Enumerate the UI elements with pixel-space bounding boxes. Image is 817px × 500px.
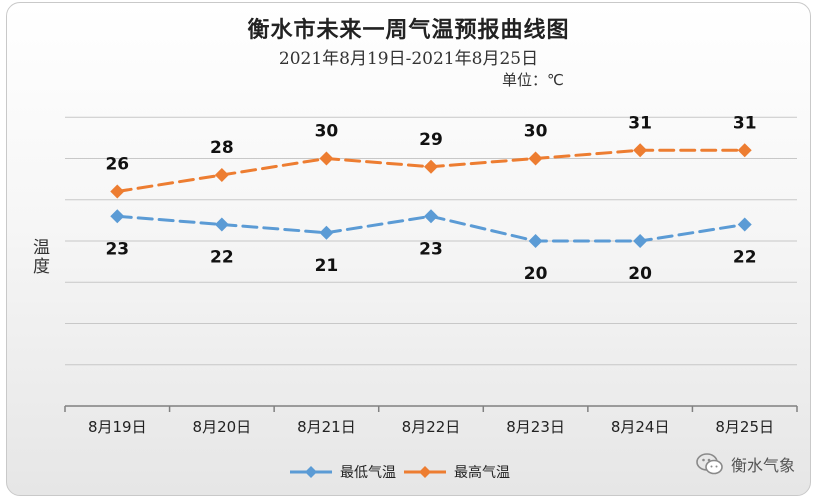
x-tick-label: 8月24日: [611, 418, 670, 436]
wechat-icon: [696, 453, 723, 475]
data-label-high: 28: [210, 138, 234, 158]
data-label-high: 29: [419, 130, 443, 150]
data-label-low: 22: [733, 248, 757, 268]
data-label-low: 21: [315, 256, 339, 276]
series-high-point: [214, 168, 229, 182]
data-label-high: 30: [315, 122, 339, 142]
legend-low-label: 最低气温: [340, 465, 396, 481]
series-low-point: [633, 234, 648, 248]
chart-frame: [6, 2, 811, 496]
series-high-point: [424, 159, 438, 174]
data-label-high: 31: [628, 113, 652, 133]
legend-low-swatch: [290, 466, 332, 478]
series-high-point: [633, 143, 648, 158]
unit-label: 单位：℃: [502, 71, 564, 89]
series-high-point: [110, 184, 125, 199]
chart-title: 衡水市未来一周气温预报曲线图: [247, 18, 570, 43]
data-label-low: 20: [524, 264, 548, 284]
x-axis: 8月19日 8月20日 8月21日 8月22日 8月23日 8月24日 8月25日: [64, 405, 798, 436]
x-tick-label: 8月22日: [402, 418, 461, 436]
brand-watermark: 衡水气象: [695, 451, 795, 477]
series-low-point: [737, 217, 752, 232]
legend-high-swatch: [404, 466, 446, 478]
x-tick-label: 8月20日: [193, 418, 252, 436]
legend-item-high[interactable]: 最高气温: [404, 462, 510, 482]
x-tick-label: 8月25日: [715, 418, 774, 436]
series-low-point: [528, 234, 543, 248]
legend-high-label: 最高气温: [454, 465, 510, 481]
series-low-point: [110, 209, 125, 224]
x-tick-label: 8月19日: [88, 418, 147, 436]
x-tick-label: 8月21日: [297, 418, 356, 436]
chart-subtitle: 2021年8月19日-2021年8月25日: [278, 49, 539, 69]
grid-lines: [65, 116, 797, 366]
legend-item-low[interactable]: 最低气温: [290, 462, 396, 482]
x-tick-label: 8月23日: [506, 418, 565, 436]
series-layer: 23 22 21 23 20 20 22 26 28 30 29 30 31 31: [105, 113, 756, 284]
y-axis-label: 温度: [29, 238, 49, 276]
data-label-high: 31: [733, 113, 757, 133]
series-high-point: [528, 151, 543, 166]
data-label-low: 23: [419, 239, 443, 259]
data-label-low: 23: [105, 239, 129, 259]
series-low-point: [319, 225, 334, 240]
series-high-point: [319, 151, 334, 166]
data-label-high: 26: [105, 155, 129, 175]
data-label-low: 20: [628, 264, 652, 284]
series-high-point: [737, 143, 752, 158]
data-label-high: 30: [524, 122, 548, 142]
series-low-point: [214, 217, 229, 232]
brand-label: 衡水气象: [730, 456, 795, 475]
series-low-point: [424, 209, 438, 224]
data-label-low: 22: [210, 248, 234, 268]
